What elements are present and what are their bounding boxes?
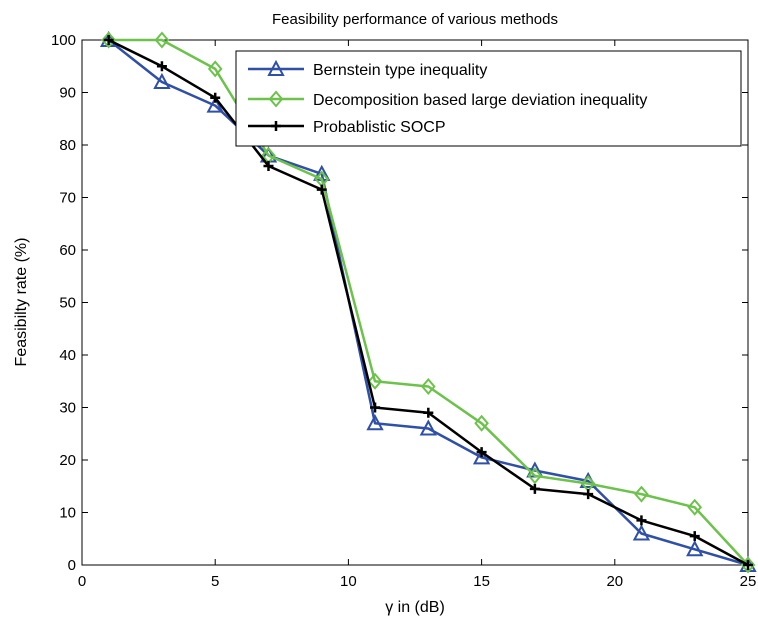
x-tick-label: 10 <box>340 573 357 590</box>
data-point <box>154 31 170 49</box>
legend-label: Decomposition based large deviation ineq… <box>313 92 647 109</box>
y-tick-label: 100 <box>51 32 76 49</box>
y-tick-label: 60 <box>59 242 76 259</box>
y-tick-label: 50 <box>59 295 76 312</box>
x-axis-label: γ in (dB) <box>385 599 445 616</box>
y-tick-label: 0 <box>68 557 76 574</box>
data-point <box>529 483 540 494</box>
data-point <box>156 61 167 72</box>
data-point <box>419 419 437 436</box>
y-axis-label: Feasibilty rate (%) <box>13 238 30 367</box>
x-tick-label: 0 <box>78 573 86 590</box>
data-point <box>527 467 543 485</box>
data-point <box>474 414 489 432</box>
data-point <box>207 60 223 78</box>
x-tick-label: 15 <box>473 573 490 590</box>
x-axis: 0 5 10 15 20 25 <box>78 40 757 590</box>
legend: Bernstein type inequality Decomposition b… <box>235 50 742 147</box>
series-layer <box>99 30 757 574</box>
y-tick-label: 90 <box>59 85 76 102</box>
series-1 <box>101 31 756 574</box>
data-point <box>263 161 274 171</box>
series-2 <box>103 35 753 570</box>
data-point <box>476 447 487 458</box>
x-tick-label: 5 <box>211 573 219 590</box>
series-line <box>107 39 749 567</box>
data-point <box>686 540 704 557</box>
y-tick-label: 10 <box>59 505 76 522</box>
data-point <box>687 498 703 516</box>
legend-marker <box>267 59 285 76</box>
legend-marker <box>268 90 284 108</box>
data-point <box>370 402 381 413</box>
legend-marker <box>271 121 281 131</box>
data-point <box>101 31 116 49</box>
data-point <box>210 92 221 103</box>
y-tick-label: 80 <box>59 137 76 154</box>
y-tick-label: 30 <box>59 400 76 417</box>
legend-label: Bernstein type inequality <box>313 62 487 79</box>
data-point <box>206 96 224 113</box>
data-point <box>689 531 700 542</box>
data-point <box>316 184 327 195</box>
data-point <box>103 35 114 45</box>
data-point <box>421 377 436 396</box>
data-point <box>472 448 491 465</box>
y-tick-label: 40 <box>59 347 76 364</box>
data-point <box>636 515 647 526</box>
data-point <box>366 414 384 431</box>
x-tick-label: 20 <box>606 573 623 590</box>
series-line <box>108 38 749 566</box>
data-point <box>367 372 383 390</box>
data-point <box>153 72 171 89</box>
y-tick-label: 20 <box>59 452 76 469</box>
y-axis: 0 10 20 30 40 50 60 70 80 90 100 <box>51 32 748 574</box>
data-point <box>634 485 649 503</box>
x-tick-label: 25 <box>740 573 757 590</box>
legend-box <box>235 50 742 147</box>
data-point <box>583 489 594 500</box>
data-point <box>632 524 651 541</box>
data-point <box>743 560 753 570</box>
y-tick-label: 70 <box>59 190 76 207</box>
chart-title: Feasibility performance of various metho… <box>272 11 558 28</box>
legend-label: Probablistic SOCP <box>313 119 446 136</box>
data-point <box>423 407 434 418</box>
